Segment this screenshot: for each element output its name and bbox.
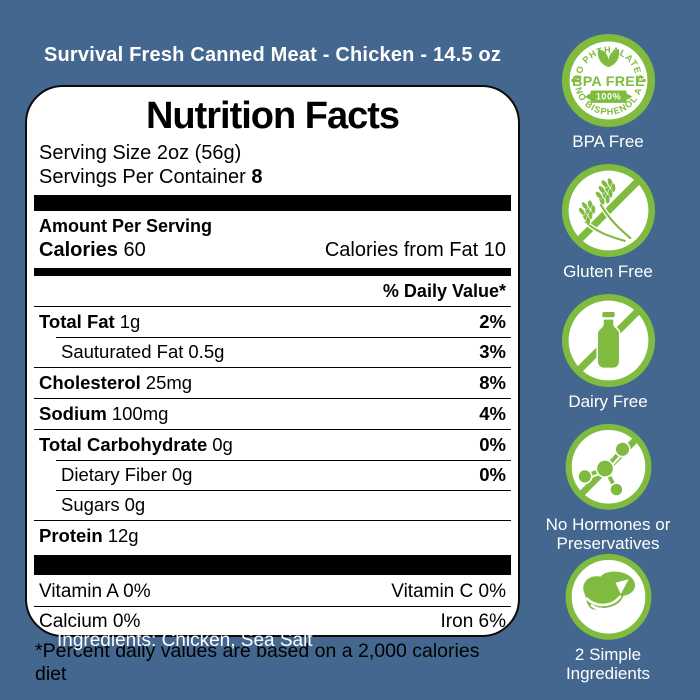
thick-divider-bar xyxy=(34,194,511,211)
badge-bpa-free: NO PHTHALATES NO BISPHENOL A BPA FREE 10… xyxy=(561,33,656,163)
vitamin-c-text: Vitamin C 0% xyxy=(391,580,506,602)
iron-text: Iron 6% xyxy=(440,610,506,632)
nutrient-text: Sugars 0g xyxy=(61,493,146,515)
nutrient-text: Total Fat 1g xyxy=(39,310,141,332)
badge-gluten-free: Gluten Free xyxy=(561,163,656,293)
badge-label: No Hormones or Preservatives xyxy=(545,514,671,553)
page-title: Survival Fresh Canned Meat - Chicken - 1… xyxy=(43,44,502,66)
vitamin-a-text: Vitamin A 0% xyxy=(39,580,151,602)
amount-per-serving-label: Amount Per Serving xyxy=(39,215,213,236)
servings-label: Servings Per Container xyxy=(39,166,246,189)
calories-from-fat-text: Calories from Fat 10 xyxy=(324,238,506,261)
badge-no-hormones: No Hormones or Preservatives xyxy=(533,423,683,553)
nutrient-text: Sodium 100mg xyxy=(39,402,169,424)
servings-value: 8 xyxy=(251,166,263,189)
badge-label: BPA Free xyxy=(572,132,644,151)
nutrition-row-protein: Protein 12g xyxy=(34,519,511,551)
bpa-free-text: BPA FREE xyxy=(572,74,645,90)
daily-value-footnote: *Percent daily values are based on a 2,0… xyxy=(35,639,480,685)
thick-divider-bar xyxy=(34,554,511,575)
badge-label: 2 Simple Ingredients xyxy=(565,644,651,683)
molecule-icon xyxy=(576,441,631,497)
daily-value-percent: 0% xyxy=(479,433,506,455)
steak-icon xyxy=(582,571,635,611)
percent-ribbon: 100% xyxy=(584,90,632,103)
nutrition-facts-title: Nutrition Facts xyxy=(145,95,400,137)
daily-value-percent: 8% xyxy=(479,371,506,393)
gluten-free-icon xyxy=(561,163,655,258)
bpa-free-seal-icon: NO PHTHALATES NO BISPHENOL A BPA FREE 10… xyxy=(561,33,655,128)
vitamin-row: Vitamin A 0% Vitamin C 0% xyxy=(34,577,511,607)
medium-divider-bar xyxy=(34,267,511,276)
meat-cut-icon xyxy=(565,553,651,640)
ingredients-text: Ingredients: Chicken, Sea Salt xyxy=(57,630,313,651)
calories-row: Calories 60 Calories from Fat 10 xyxy=(34,237,511,266)
badge-column: NO PHTHALATES NO BISPHENOL A BPA FREE 10… xyxy=(533,33,683,683)
daily-value-header: % Daily Value* xyxy=(34,276,511,307)
nutrition-row-dietary-fiber: Dietary Fiber 0g 0% xyxy=(34,459,511,490)
nutrition-row-saturated-fat: Sauturated Fat 0.5g 3% xyxy=(34,336,511,367)
nutrition-row-sodium: Sodium 100mg 4% xyxy=(34,397,511,429)
nutrient-text: Total Carbohydrate 0g xyxy=(39,433,233,455)
calcium-text: Calcium 0% xyxy=(39,610,141,632)
calories-value-text: Calories 60 xyxy=(39,238,146,261)
daily-value-percent: 4% xyxy=(479,402,506,424)
badge-label: Gluten Free xyxy=(563,262,653,281)
dairy-free-icon xyxy=(561,293,655,388)
nutrient-text: Sauturated Fat 0.5g xyxy=(61,340,225,362)
hundred-percent-text: 100% xyxy=(595,92,620,102)
daily-value-percent: 0% xyxy=(479,463,506,485)
badge-dairy-free: Dairy Free xyxy=(561,293,656,423)
milk-bottle-icon xyxy=(595,310,621,370)
nutrition-row-sugars: Sugars 0g xyxy=(34,489,511,520)
servings-per-container-text: Servings Per Container 8 xyxy=(34,165,511,189)
wheat-icon xyxy=(577,177,633,244)
nutrient-text: Dietary Fiber 0g xyxy=(61,463,193,485)
badge-label: Dairy Free xyxy=(568,392,648,411)
mineral-row: Calcium 0% Iron 6% xyxy=(34,607,511,636)
no-hormones-icon xyxy=(565,423,651,510)
nutrition-row-total-carbohydrate: Total Carbohydrate 0g 0% xyxy=(34,428,511,460)
daily-value-percent: 2% xyxy=(479,310,506,332)
nutrition-facts-panel: Nutrition Facts Serving Size 2oz (56g) S… xyxy=(25,85,520,685)
daily-value-percent: 3% xyxy=(479,340,506,362)
nutrition-row-cholesterol: Cholesterol 25mg 8% xyxy=(34,366,511,398)
nutrient-text: Protein 12g xyxy=(39,524,139,546)
badge-simple-ingredients: 2 Simple Ingredients xyxy=(533,553,683,683)
serving-size-text: Serving Size 2oz (56g) xyxy=(39,142,242,164)
leaf-icon xyxy=(597,49,619,68)
nutrition-row-total-fat: Total Fat 1g 2% xyxy=(34,307,511,337)
nutrient-text: Cholesterol 25mg xyxy=(39,371,193,393)
